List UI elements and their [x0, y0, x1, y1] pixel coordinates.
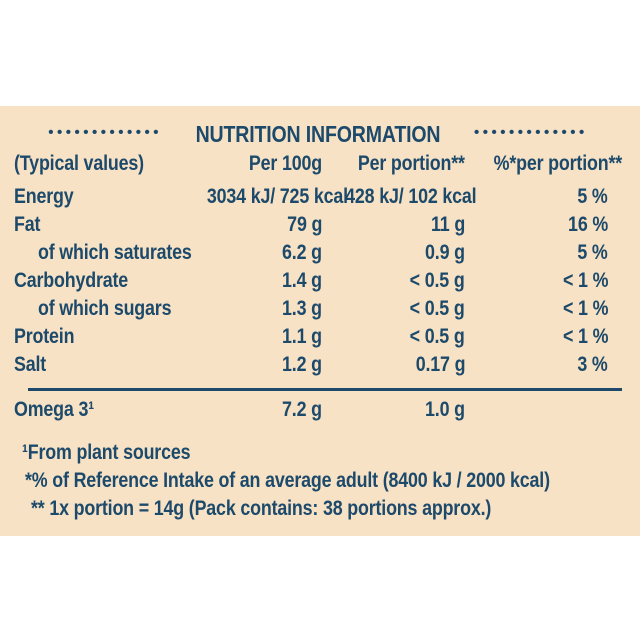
panel-title: NUTRITION INFORMATION [195, 121, 441, 147]
column-header-per-portion: Per portion** [358, 152, 465, 175]
table-row-omega-3: Omega 3¹ 7.2 g 1.0 g [14, 396, 622, 424]
pct-per-portion-value: 3 % [577, 353, 608, 376]
row-label: of which sugars [38, 297, 172, 320]
table-row-fat: Fat 79 g 11 g 16 % [14, 211, 622, 239]
divider-rule [28, 388, 622, 391]
per-100g-value: 6.2 g [282, 241, 322, 264]
pct-per-portion-value: 16 % [567, 213, 608, 236]
pct-per-portion-value: < 1 % [562, 325, 608, 348]
per-100g-value: 1.1 g [282, 325, 322, 348]
table-row-salt: Salt 1.2 g 0.17 g 3 % [14, 351, 622, 379]
per-portion-value: 0.9 g [425, 241, 465, 264]
per-portion-value: 11 g [430, 213, 465, 236]
per-portion-value: < 0.5 g [410, 297, 465, 320]
footnote-portion-size: ** 1x portion = 14g (Pack contains: 38 p… [31, 497, 492, 520]
per-100g-value: 1.3 g [282, 297, 322, 320]
table-row-saturates: of which saturates 6.2 g 0.9 g 5 % [14, 239, 622, 267]
pct-per-portion-value: 5 % [577, 241, 608, 264]
per-100g-value: 79 g [286, 213, 322, 236]
footnotes: ¹From plant sources *% of Reference Inta… [14, 439, 622, 523]
row-label: of which saturates [38, 241, 192, 264]
pct-per-portion-value: 5 % [577, 185, 608, 208]
row-label: Energy [14, 185, 74, 208]
dotted-leader-left: ••••••••••••• [48, 124, 163, 141]
footnote-plant-sources: ¹From plant sources [22, 441, 191, 464]
table-row-sugars: of which sugars 1.3 g < 0.5 g < 1 % [14, 295, 622, 323]
column-header-pct-per-portion: %*per portion** [493, 152, 623, 175]
per-100g-value: 7.2 g [282, 398, 322, 421]
panel-title-row: ••••••••••••• NUTRITION INFORMATION ••••… [14, 121, 622, 147]
row-label: Fat [14, 213, 41, 236]
per-portion-value: 0.17 g [415, 353, 465, 376]
per-portion-value: < 0.5 g [410, 269, 465, 292]
row-label: Carbohydrate [14, 269, 129, 292]
column-header-typical-values: (Typical values) [14, 152, 144, 175]
table-row-energy: Energy 3034 kJ/ 725 kcal 428 kJ/ 102 kca… [14, 183, 622, 211]
nutrition-information-panel: ••••••••••••• NUTRITION INFORMATION ••••… [0, 106, 640, 536]
table-body: Energy 3034 kJ/ 725 kcal 428 kJ/ 102 kca… [14, 183, 622, 379]
table-row-carbohydrate: Carbohydrate 1.4 g < 0.5 g < 1 % [14, 267, 622, 295]
table-header-row: (Typical values) Per 100g Per portion** … [14, 150, 622, 178]
dotted-leader-right: ••••••••••••• [473, 124, 588, 141]
row-label: Salt [14, 353, 47, 376]
per-portion-value: < 0.5 g [410, 325, 465, 348]
per-100g-value: 1.2 g [282, 353, 322, 376]
pct-per-portion-value [465, 396, 622, 424]
per-100g-value: 1.4 g [282, 269, 322, 292]
pct-per-portion-value: < 1 % [562, 297, 608, 320]
table-row-protein: Protein 1.1 g < 0.5 g < 1 % [14, 323, 622, 351]
pct-per-portion-value: < 1 % [562, 269, 608, 292]
per-100g-value: 3034 kJ/ 725 kcal [206, 185, 348, 208]
footnote-reference-intake: *% of Reference Intake of an average adu… [25, 469, 550, 492]
per-portion-value: 428 kJ/ 102 kcal [345, 185, 477, 208]
per-portion-value: 1.0 g [425, 398, 465, 421]
column-header-per-100g: Per 100g [248, 152, 322, 175]
row-label: Omega 3¹ [14, 398, 94, 421]
row-label: Protein [14, 325, 75, 348]
